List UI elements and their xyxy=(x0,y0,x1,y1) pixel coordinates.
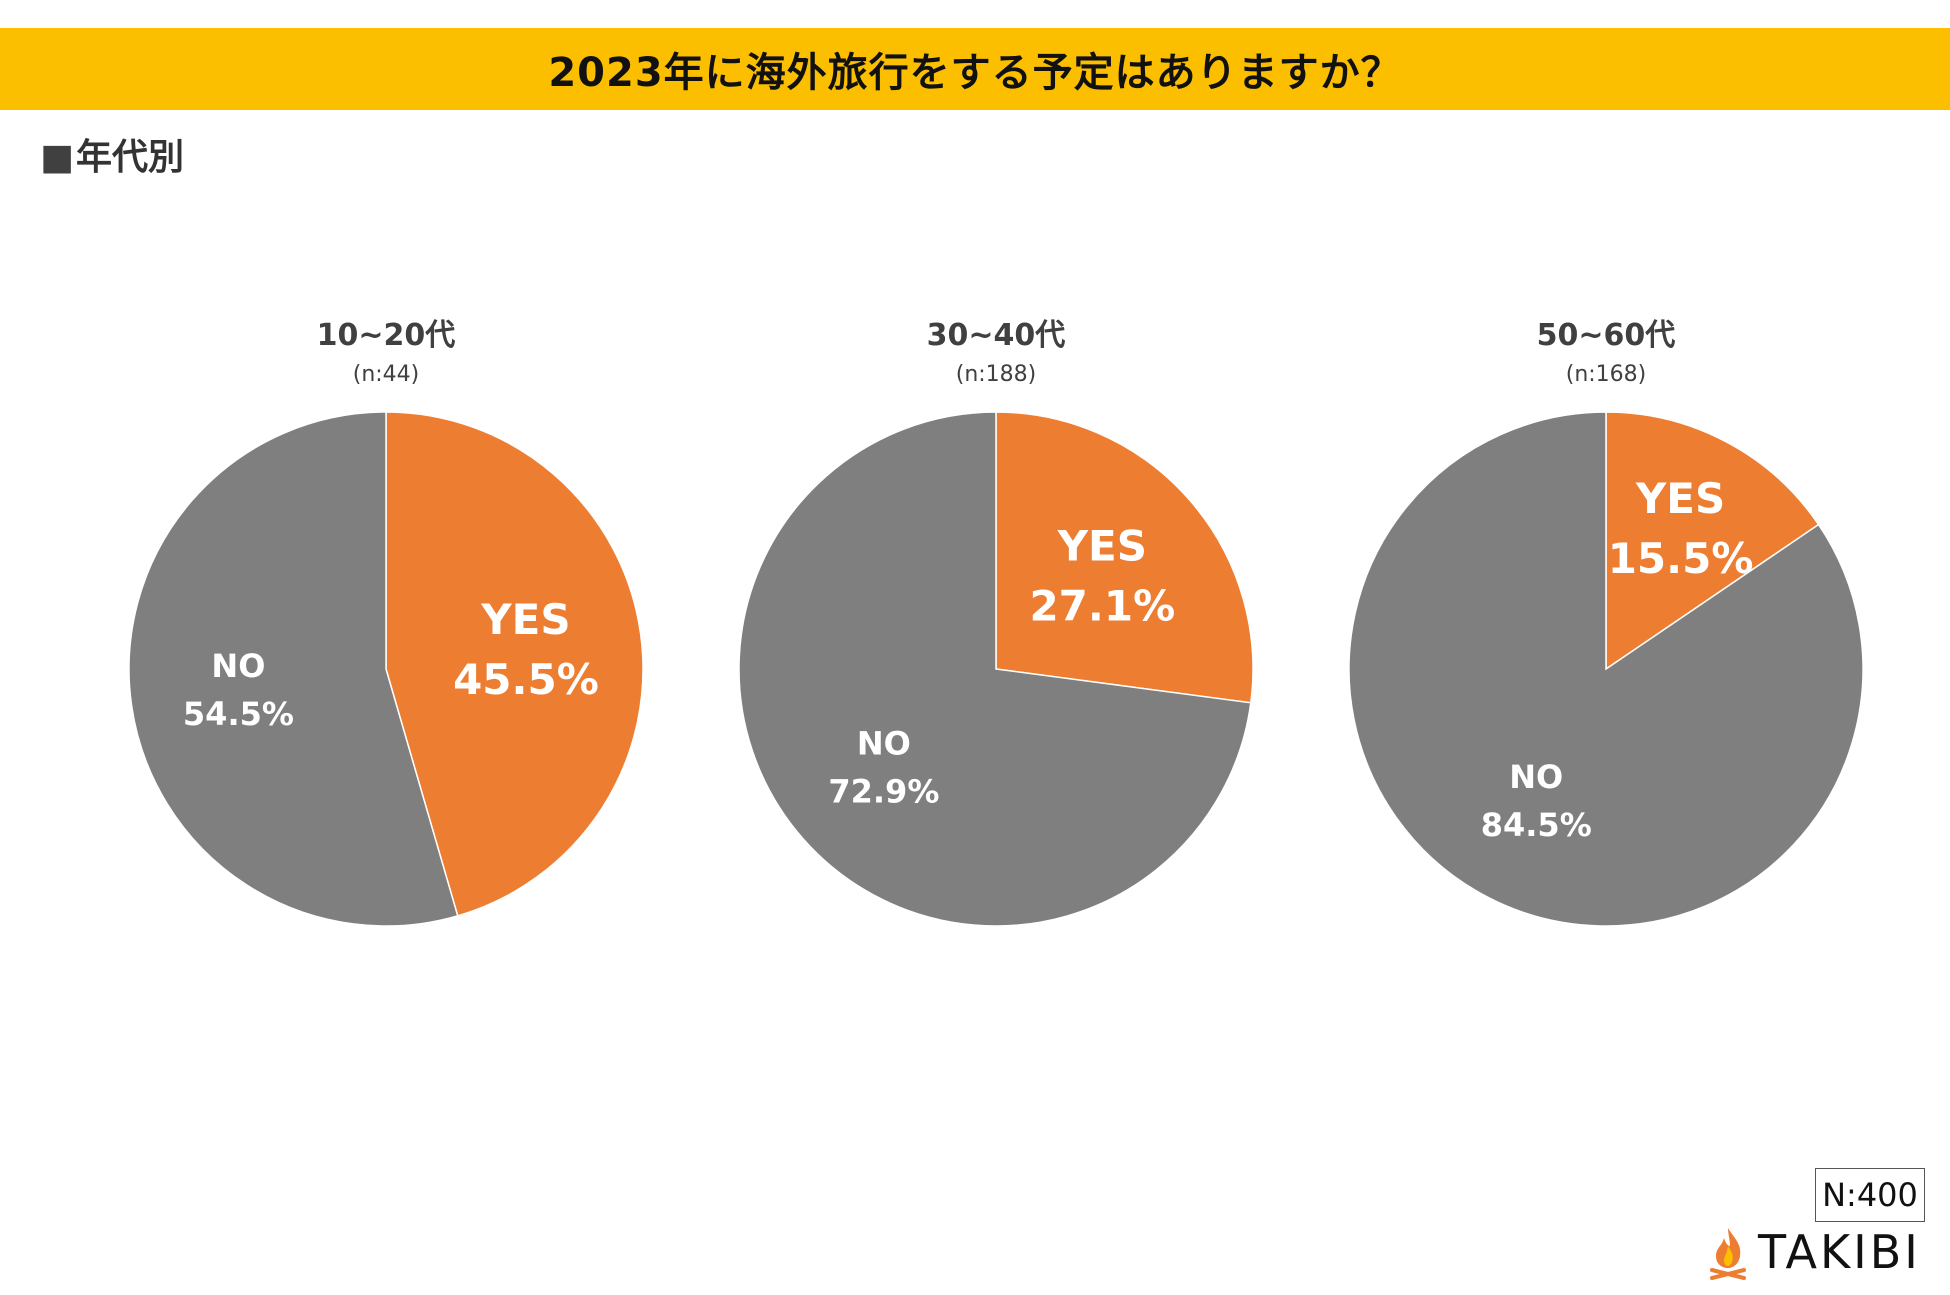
total-n-box: N:400 xyxy=(1815,1168,1925,1222)
chart-title: 30~40代 xyxy=(927,318,1066,353)
pie-chart-2: 30~40代 (n:188) YES 27.1% NO 72.9% xyxy=(738,318,1254,927)
pie-slice-yes xyxy=(385,411,644,917)
slice-label-yes: YES xyxy=(1635,474,1725,523)
square-bullet-icon: ■ xyxy=(40,137,75,178)
chart-sample-size: (n:44) xyxy=(353,362,420,387)
slice-value-yes: 15.5% xyxy=(1608,534,1754,583)
logo-text: TAKIBI xyxy=(1758,1225,1921,1279)
slice-label-no: NO xyxy=(857,724,911,762)
page-title: 2023年に海外旅行をする予定はありますか？ xyxy=(548,50,1402,96)
slice-label-no: NO xyxy=(211,647,265,685)
pie-slice-yes xyxy=(1605,411,1820,671)
chart-sample-size: (n:188) xyxy=(956,362,1037,387)
chart-title: 10~20代 xyxy=(317,318,456,353)
section-label-text: 年代別 xyxy=(76,137,185,178)
takibi-logo: TAKIBI xyxy=(1704,1222,1934,1282)
pie-chart-3: 50~60代 (n:168) YES 15.5% NO 84.5% xyxy=(1348,318,1864,927)
slice-value-no: 72.9% xyxy=(828,772,939,810)
section-label: ■年代別 xyxy=(40,128,184,180)
title-bar: 2023年に海外旅行をする予定はありますか？ xyxy=(0,28,1950,110)
pie-chart-1: 10~20代 (n:44) YES 45.5% NO 54.5% xyxy=(128,318,644,927)
slice-value-yes: 45.5% xyxy=(453,655,599,704)
slice-value-no: 54.5% xyxy=(183,695,294,733)
pie-slice-no xyxy=(1348,411,1864,927)
chart-sample-size: (n:168) xyxy=(1566,362,1647,387)
pie-slice-no xyxy=(128,411,459,927)
slice-value-yes: 27.1% xyxy=(1029,582,1175,631)
pie-slice-no xyxy=(738,411,1252,927)
slice-label-yes: YES xyxy=(480,595,570,644)
slice-label-no: NO xyxy=(1509,758,1563,796)
campfire-icon xyxy=(1710,1228,1746,1280)
chart-title: 50~60代 xyxy=(1537,318,1676,353)
total-n-text: N:400 xyxy=(1822,1176,1918,1214)
slice-label-yes: YES xyxy=(1057,522,1147,571)
slice-value-no: 84.5% xyxy=(1481,806,1592,844)
pie-slice-yes xyxy=(995,411,1254,704)
